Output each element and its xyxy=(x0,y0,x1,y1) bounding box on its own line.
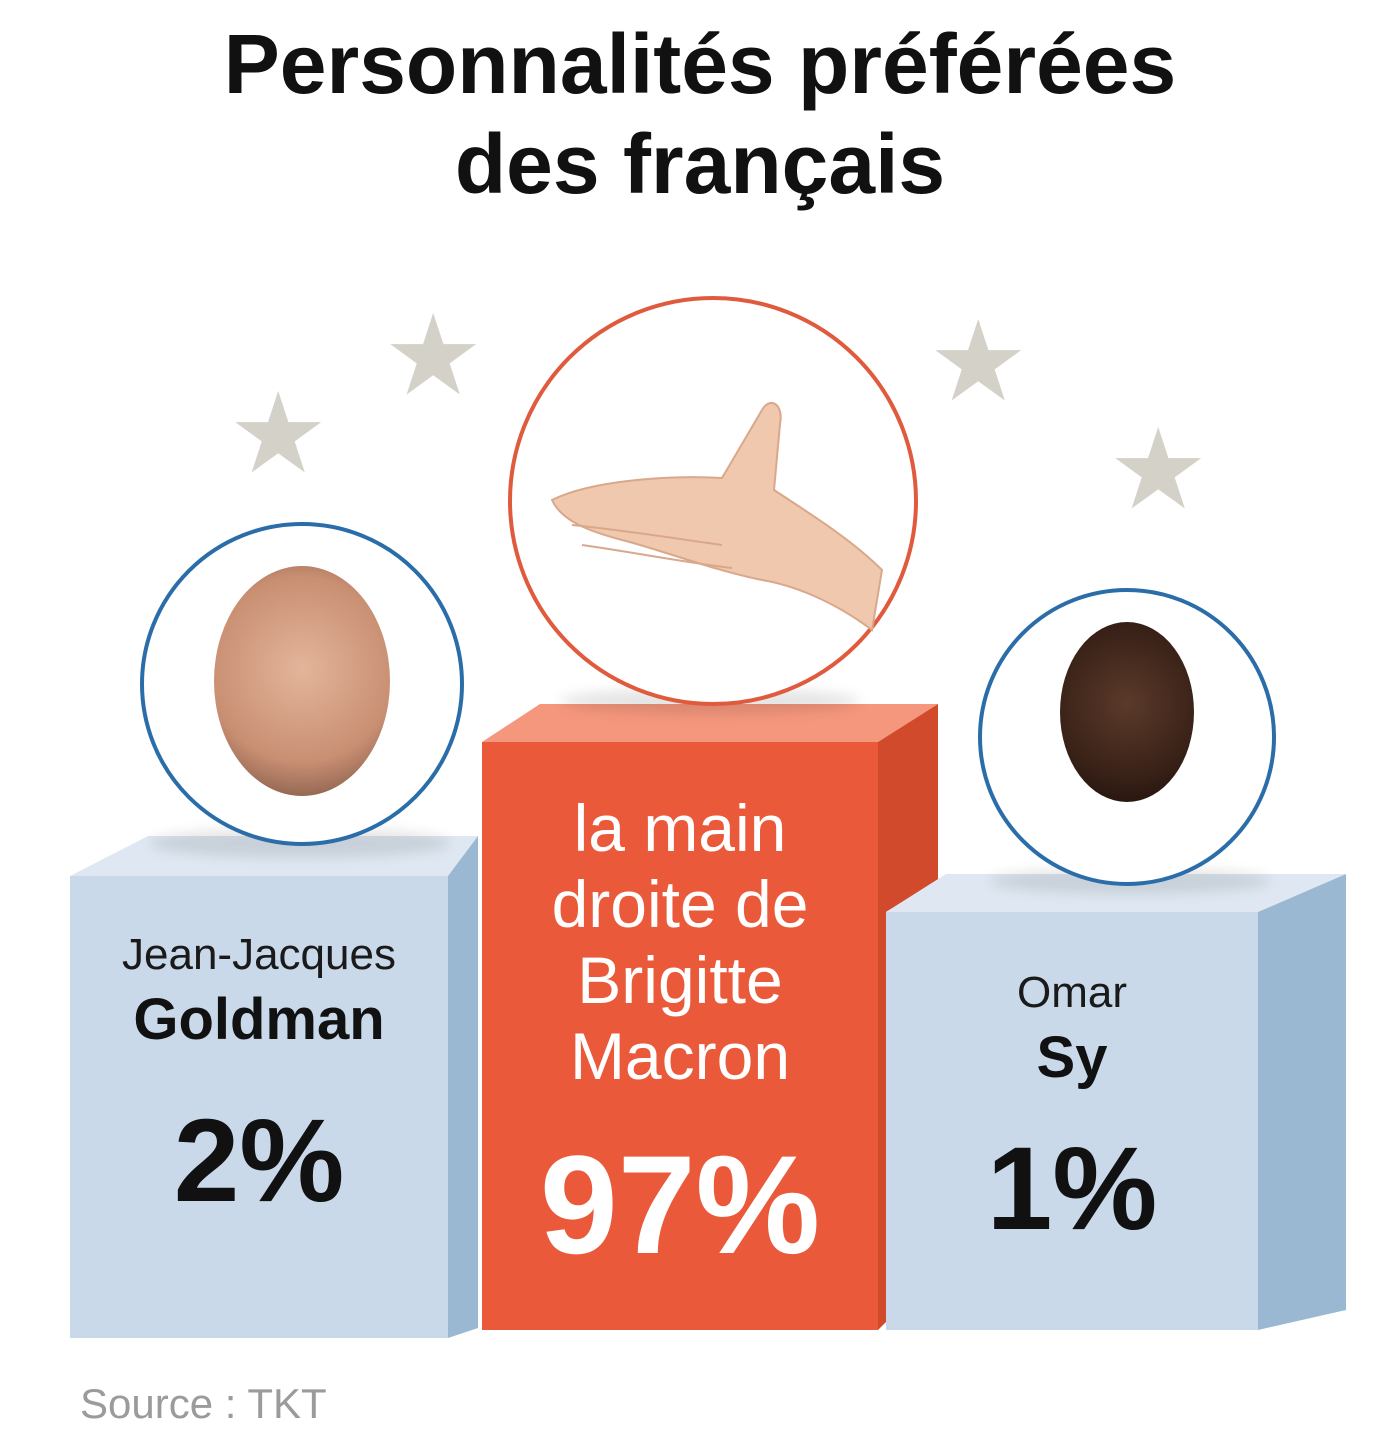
name-last-sy: Sy xyxy=(1036,1025,1108,1090)
name-line-1: la main xyxy=(573,791,787,865)
block-first-top xyxy=(482,704,938,742)
name-first-sy: Omar xyxy=(1017,968,1127,1017)
portrait-hand xyxy=(508,296,918,706)
source-note: Source : TKT xyxy=(80,1380,327,1427)
percent-goldman: 2% xyxy=(173,1095,345,1227)
title-line-2: des français xyxy=(454,117,946,211)
portrait-icon xyxy=(214,566,390,796)
block-third-front xyxy=(886,912,1258,1330)
star-icon: ★ xyxy=(1108,407,1209,532)
name-last-goldman: Goldman xyxy=(133,987,385,1052)
block-third-top xyxy=(886,874,1346,912)
portrait-goldman xyxy=(140,522,464,846)
star-icon: ★ xyxy=(228,371,329,496)
portrait-sy xyxy=(978,588,1276,886)
block-first-side xyxy=(878,704,938,1330)
percent-hand: 97% xyxy=(539,1126,821,1283)
star-icon: ★ xyxy=(383,293,484,418)
hand-icon xyxy=(550,402,884,632)
block-third-side xyxy=(1258,874,1346,1330)
percent-sy: 1% xyxy=(986,1123,1158,1255)
portrait-icon xyxy=(1060,622,1194,802)
page-title: Personnalités préférées des français xyxy=(0,14,1400,214)
name-first-goldman: Jean-Jacques xyxy=(122,930,396,979)
title-line-1: Personnalités préférées xyxy=(223,17,1177,111)
block-first-front xyxy=(482,742,878,1330)
block-second-side xyxy=(448,836,478,1338)
name-line-4: Macron xyxy=(569,1019,791,1093)
name-line-2: droite de xyxy=(551,867,809,941)
star-icon: ★ xyxy=(928,299,1029,424)
name-lines-hand: la main droite de Brigitte Macron xyxy=(482,790,878,1094)
block-second-top xyxy=(70,836,478,876)
name-line-3: Brigitte xyxy=(577,943,783,1017)
block-second-front xyxy=(70,876,448,1338)
